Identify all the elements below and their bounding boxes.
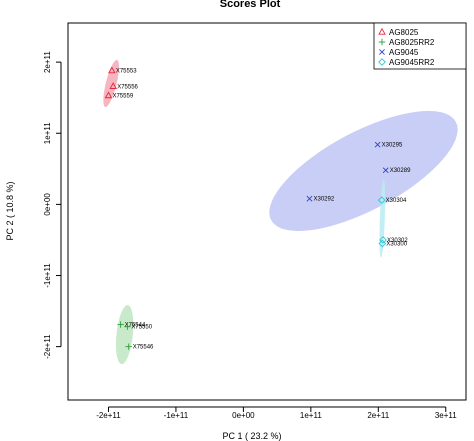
x-tick-label: 1e+11 — [300, 411, 322, 420]
legend-marker-3 — [378, 58, 386, 66]
y-tick-label: 1e+11 — [43, 122, 52, 144]
y-tick-label: 0e+00 — [43, 193, 52, 216]
point-label: X75553 — [116, 69, 137, 75]
data-point-2-1 — [382, 167, 389, 174]
data-point-0-2 — [104, 91, 113, 99]
legend-entry: AG9045RR2 — [389, 58, 435, 67]
point-label: X30289 — [390, 168, 411, 174]
data-point-2-2 — [306, 195, 313, 202]
x-axis: -2e+11 -1e+11 0e+00 1e+11 2e+11 3e+11 — [96, 406, 457, 420]
point-label: X75546 — [133, 345, 154, 351]
point-label: X30304 — [386, 198, 407, 204]
y-tick-label: -1e+11 — [43, 263, 52, 288]
legend-marker-2 — [379, 49, 385, 55]
x-axis-label: PC 1 ( 23.2 %) — [222, 431, 281, 441]
point-label: X75559 — [112, 94, 133, 100]
legend-marker-0 — [378, 27, 386, 35]
x-tick-label: -1e+11 — [164, 411, 189, 420]
data-point-3-1 — [379, 236, 387, 244]
legend-entry: AG8025RR2 — [389, 38, 435, 47]
legend-entry: AG8025 — [389, 28, 419, 37]
legend-entry: AG9045 — [389, 48, 419, 57]
point-label: X30292 — [313, 197, 334, 203]
data-point-0-0 — [108, 66, 116, 74]
point-label: X30302 — [387, 238, 408, 244]
point-label: X30295 — [382, 143, 403, 149]
point-label: X75544 — [125, 323, 146, 329]
data-point-3-0 — [377, 196, 386, 204]
data-point-1-0 — [117, 321, 124, 328]
y-axis-label: PC 2 ( 10.8 %) — [5, 181, 15, 240]
point-label: X75550 — [131, 325, 152, 331]
confidence-ellipse-1 — [115, 305, 134, 365]
point-label: X30300 — [386, 242, 407, 248]
y-tick-label: -2e+11 — [43, 334, 52, 359]
legend-marker-1 — [378, 38, 386, 46]
data-point-1-1 — [124, 323, 131, 330]
data-point-3-2 — [378, 239, 387, 248]
data-point-1-2 — [125, 343, 132, 350]
data-point-0-1 — [109, 82, 117, 89]
y-tick-label: 2e+11 — [43, 51, 52, 73]
x-tick-label: -2e+11 — [96, 411, 121, 420]
plot-frame — [67, 22, 467, 401]
x-tick-label: 3e+11 — [435, 411, 457, 420]
data-point-2-0 — [374, 141, 381, 148]
y-axis: -2e+11 -1e+11 0e+00 1e+11 2e+11 — [43, 51, 62, 359]
point-label: X75556 — [117, 84, 138, 90]
x-tick-label: 0e+00 — [232, 411, 255, 420]
confidence-ellipse-2 — [269, 110, 458, 231]
chart-title: Scores Plot — [220, 0, 281, 10]
x-tick-label: 2e+11 — [367, 411, 389, 420]
legend-box — [373, 22, 467, 70]
